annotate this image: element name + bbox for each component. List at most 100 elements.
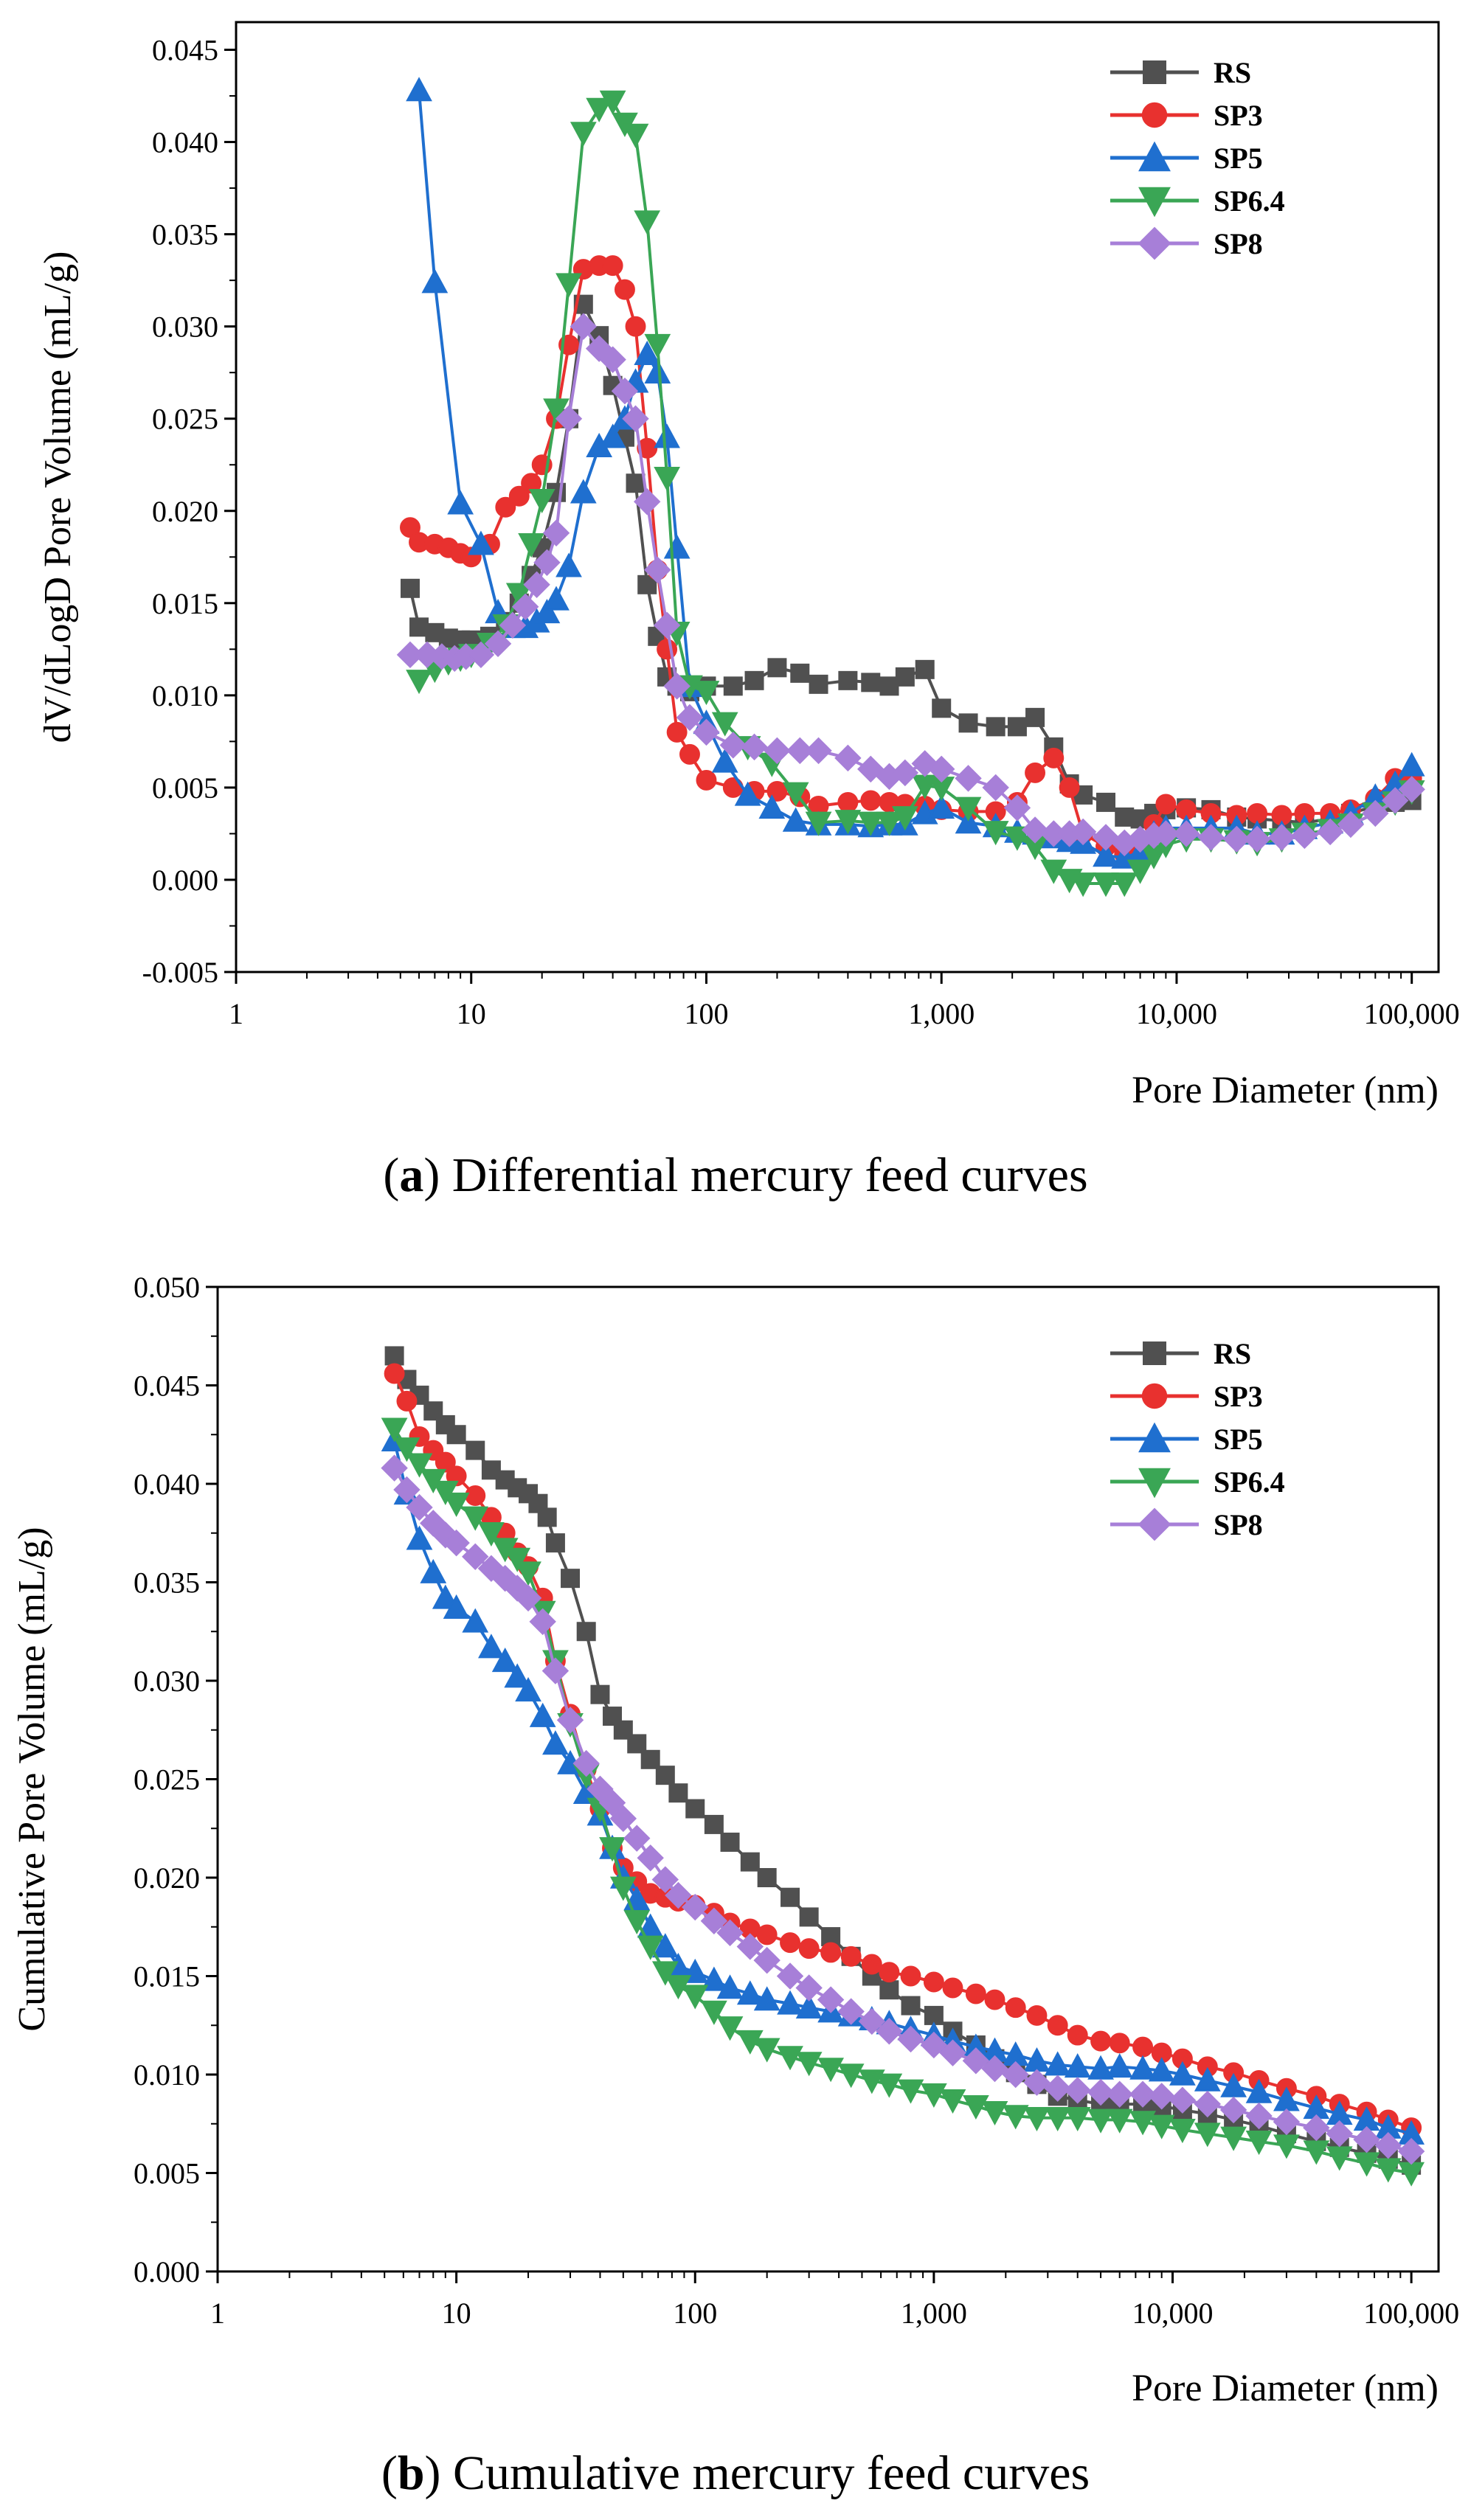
data-point [1337, 811, 1365, 839]
y-tick-label: 0.010 [134, 2058, 200, 2092]
data-point [679, 743, 700, 765]
data-point [704, 1814, 724, 1834]
data-point [876, 811, 903, 836]
data-point [1007, 717, 1027, 737]
data-point [478, 1634, 505, 1659]
data-point [955, 765, 982, 792]
data-point [834, 744, 862, 772]
data-point [876, 2073, 903, 2098]
legend-label: RS [1214, 56, 1251, 89]
data-point [654, 466, 680, 492]
y-tick-label: -0.005 [142, 956, 218, 989]
data-point [857, 755, 885, 783]
legend-label: SP5 [1214, 1423, 1263, 1456]
data-point [462, 1543, 489, 1571]
data-point [654, 423, 680, 448]
data-point [1169, 2118, 1196, 2144]
data-point [545, 1533, 565, 1553]
data-point [795, 2052, 823, 2077]
data-point [542, 519, 570, 546]
y-tick-label: 0.015 [134, 1960, 200, 1993]
data-point [858, 2007, 886, 2035]
data-point [1220, 2072, 1247, 2097]
data-point [421, 268, 449, 294]
data-point [1397, 2137, 1425, 2165]
data-point [435, 1451, 456, 1473]
data-point [1106, 2080, 1133, 2108]
data-point [1197, 824, 1225, 851]
chart-b-cumulative: 0.000 0.005 0.010 0.015 0.020 0.025 0.030 0.035… [11, 1271, 1459, 2500]
series-sp5 [381, 1426, 1425, 2145]
data-point [586, 97, 613, 122]
data-point [599, 423, 626, 448]
legend-entry: SP3 [1110, 99, 1263, 132]
y-tick-label: 0.045 [152, 34, 218, 67]
data-point [406, 1493, 433, 1521]
series-sp8 [381, 1454, 1425, 2165]
data-point [700, 1966, 727, 1991]
data-point [891, 759, 919, 787]
data-point [537, 1507, 557, 1527]
data-point [1002, 2061, 1029, 2089]
data-point [447, 490, 474, 515]
data-point [756, 1924, 778, 1945]
legend-marker [1138, 226, 1171, 260]
data-point [599, 346, 626, 373]
y-tick-label: 0.005 [134, 2157, 200, 2190]
data-point [716, 1919, 744, 1946]
data-point [962, 2047, 990, 2075]
data-point [837, 1998, 865, 2025]
data-point [432, 1584, 459, 1609]
data-point [777, 1990, 803, 2015]
data-point [817, 1986, 845, 2013]
data-point [633, 488, 661, 516]
data-point [1245, 2102, 1273, 2130]
data-point [1245, 2078, 1273, 2103]
y-tick-label: 0.020 [152, 495, 218, 528]
data-point [984, 1989, 1006, 2010]
data-point [777, 2046, 803, 2071]
data-point [1096, 792, 1115, 812]
data-point [570, 313, 598, 340]
x-tick-label: 10,000 [1136, 997, 1217, 1030]
data-point [805, 737, 832, 765]
data-point [529, 1608, 556, 1636]
data-point [602, 255, 623, 277]
y-tick-label: 0.035 [152, 218, 218, 251]
data-point [611, 377, 639, 405]
data-point [1021, 816, 1049, 844]
data-point [465, 1485, 486, 1506]
x-tick-label: 100 [673, 2297, 717, 2330]
chart-a-differential: -0.005 0.000 0.005 0.010 0.015 0.020 0.025 0.03… [37, 21, 1460, 1202]
data-point [923, 1971, 944, 1993]
data-point [499, 611, 527, 639]
data-point [443, 1492, 470, 1518]
legend-marker [1138, 1468, 1171, 1499]
data-point [700, 2000, 727, 2025]
data-point [599, 1837, 626, 1862]
data-point [1044, 2106, 1071, 2132]
data-point [1067, 2024, 1088, 2046]
legend-entry: RS [1110, 1337, 1251, 1370]
data-point [786, 737, 814, 765]
data-point [986, 717, 1006, 737]
y-tick-label: 0.020 [134, 1861, 200, 1895]
data-point [711, 748, 738, 773]
data-point [555, 405, 583, 432]
data-point [1069, 818, 1097, 846]
data-point [809, 674, 828, 694]
legend-entry: SP8 [1110, 226, 1263, 260]
data-point [504, 1575, 531, 1602]
data-point [1059, 777, 1080, 798]
data-point [529, 1702, 556, 1727]
data-point [491, 1647, 519, 1673]
y-tick-label: 0.040 [152, 126, 218, 159]
data-point [1316, 818, 1344, 846]
data-point [1043, 747, 1065, 768]
data-point [685, 1799, 705, 1819]
data-point [837, 2063, 865, 2089]
data-point [637, 1935, 664, 1960]
data-point [467, 641, 495, 669]
data-point [840, 1945, 862, 1967]
data-point [782, 782, 809, 807]
